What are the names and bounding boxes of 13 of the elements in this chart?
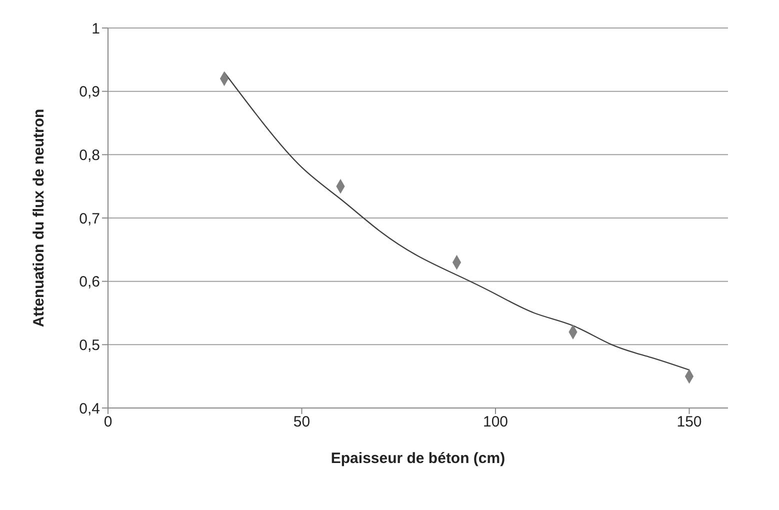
- y-tick-label: 0,8: [79, 146, 100, 164]
- y-tick-label: 0,4: [79, 400, 100, 418]
- y-tick-label: 0,6: [79, 274, 100, 291]
- x-tick-label: 100: [482, 414, 508, 431]
- x-tick-label: 50: [293, 414, 310, 431]
- y-tick-label: 0,7: [79, 210, 100, 228]
- x-axis-title: Epaisseur de béton (cm): [330, 450, 506, 467]
- y-tick-label: 0,5: [79, 336, 100, 354]
- y-tick-label: 0,9: [79, 84, 100, 101]
- y-tick-label: 1: [92, 20, 100, 38]
- x-tick-label: 150: [676, 414, 702, 431]
- y-axis-title: Attenuation du flux de neutron: [30, 108, 48, 328]
- x-tick-label: 0: [104, 414, 112, 431]
